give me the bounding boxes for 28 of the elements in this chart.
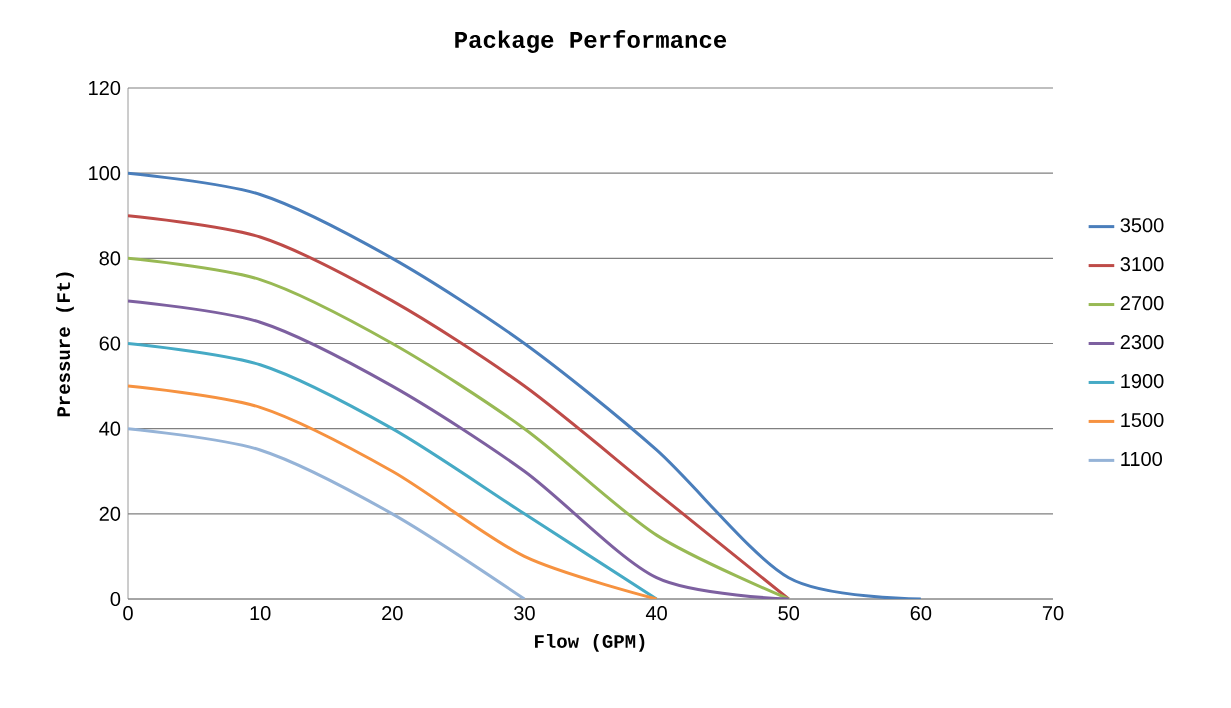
y-tick-label: 20 [99, 506, 121, 521]
x-axis-title: Flow (GPM) [535, 633, 645, 652]
x-tick-label: 70 [1042, 606, 1064, 621]
line-series [128, 171, 923, 600]
legend-label: 3100 [1120, 257, 1164, 272]
x-tick-label: 40 [645, 606, 667, 621]
legend-label: 3500 [1120, 218, 1164, 233]
y-tick-label: 80 [99, 251, 121, 266]
y-axis-title: Pressure (Ft) [56, 272, 74, 417]
legend-label: 2300 [1120, 335, 1164, 350]
x-tick-label: 0 [123, 606, 133, 621]
chart-title: Package Performance [455, 30, 727, 53]
x-tick-label: 20 [382, 606, 403, 621]
y-tick-label: 120 [89, 80, 121, 96]
y-tick-label: 60 [99, 336, 121, 351]
y-tick-label: 40 [99, 421, 121, 436]
legend-label: 2700 [1120, 296, 1164, 311]
legend-label: 1500 [1121, 412, 1164, 428]
y-tick-label: 0 [110, 591, 121, 607]
legend-label: 1100 [1121, 451, 1162, 467]
y-tick-label: 100 [89, 166, 121, 181]
legend-label: 1900 [1121, 373, 1164, 389]
line-series [128, 427, 526, 600]
x-tick-label: 30 [514, 606, 535, 621]
line-series [128, 384, 659, 600]
x-tick-label: 50 [778, 606, 800, 621]
x-tick-label: 60 [910, 606, 932, 621]
x-tick-label: 10 [250, 606, 271, 621]
